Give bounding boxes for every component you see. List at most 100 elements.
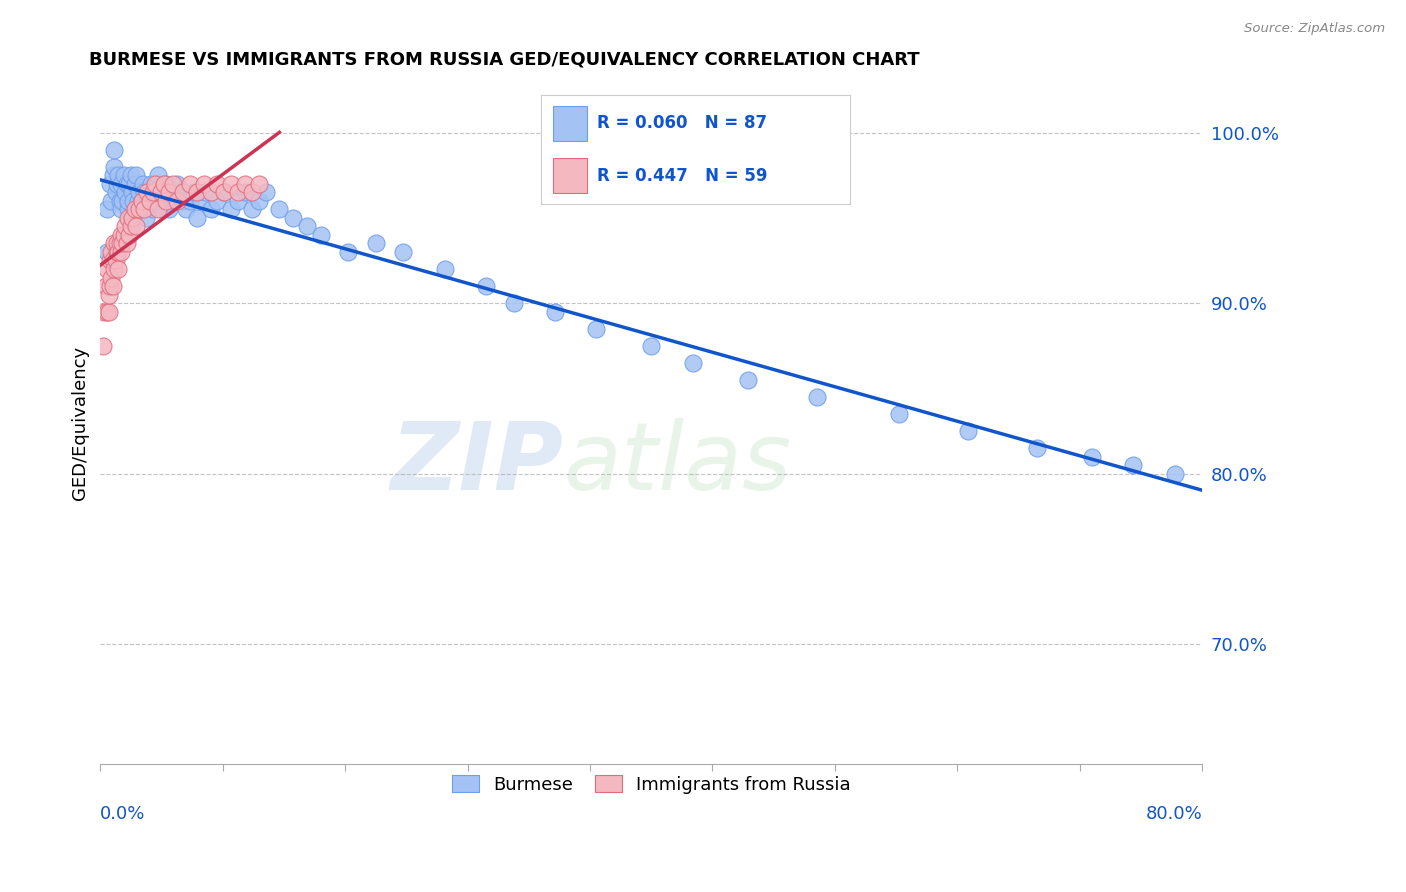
Point	[337, 244, 360, 259]
Point	[148, 202, 170, 217]
Point	[194, 186, 217, 200]
Point	[247, 177, 270, 191]
Point	[94, 279, 117, 293]
Point	[186, 211, 208, 225]
Point	[100, 270, 122, 285]
Point	[145, 194, 167, 208]
Point	[117, 211, 139, 225]
Point	[91, 339, 114, 353]
Point	[207, 177, 229, 191]
Point	[108, 194, 131, 208]
Point	[150, 202, 173, 217]
Point	[155, 177, 177, 191]
Point	[101, 279, 124, 293]
Point	[240, 186, 263, 200]
Point	[100, 194, 122, 208]
Text: 80.0%: 80.0%	[1146, 805, 1202, 823]
Point	[121, 186, 143, 200]
Point	[364, 236, 387, 251]
Point	[115, 236, 138, 251]
Point	[585, 322, 607, 336]
Legend: Burmese, Immigrants from Russia: Burmese, Immigrants from Russia	[443, 765, 860, 803]
Text: 0.0%: 0.0%	[100, 805, 146, 823]
Point	[134, 186, 156, 200]
Point	[283, 211, 305, 225]
Point	[134, 202, 156, 217]
Point	[97, 304, 120, 318]
Point	[142, 186, 165, 200]
Point	[502, 296, 524, 310]
Point	[1025, 441, 1047, 455]
Point	[1163, 467, 1185, 481]
Point	[152, 177, 174, 191]
Point	[157, 202, 180, 217]
Point	[131, 202, 153, 217]
Point	[110, 244, 132, 259]
Point	[172, 194, 194, 208]
Point	[114, 186, 136, 200]
Point	[179, 177, 201, 191]
Point	[107, 262, 129, 277]
Point	[118, 177, 141, 191]
Point	[139, 186, 162, 200]
Point	[121, 211, 143, 225]
Point	[104, 253, 127, 268]
Point	[100, 244, 122, 259]
Point	[142, 202, 165, 217]
Point	[128, 186, 150, 200]
Point	[124, 202, 146, 217]
Point	[163, 194, 186, 208]
Point	[233, 177, 256, 191]
Point	[157, 186, 180, 200]
Point	[125, 219, 148, 234]
Point	[105, 236, 128, 251]
Point	[110, 202, 132, 217]
Point	[124, 177, 146, 191]
Point	[110, 227, 132, 242]
Point	[101, 253, 124, 268]
Point	[214, 186, 236, 200]
Point	[96, 202, 118, 217]
Point	[120, 219, 142, 234]
Point	[128, 202, 150, 217]
Point	[100, 253, 122, 268]
Point	[737, 373, 759, 387]
Point	[132, 177, 155, 191]
Point	[219, 202, 242, 217]
Point	[957, 424, 980, 438]
Point	[97, 287, 120, 301]
Point	[107, 168, 129, 182]
Point	[166, 194, 188, 208]
Point	[96, 244, 118, 259]
Point	[131, 194, 153, 208]
Point	[309, 227, 332, 242]
Point	[475, 279, 498, 293]
Point	[111, 194, 134, 208]
Text: Source: ZipAtlas.com: Source: ZipAtlas.com	[1244, 22, 1385, 36]
Point	[112, 168, 135, 182]
Point	[112, 227, 135, 242]
Point	[183, 186, 205, 200]
Point	[105, 244, 128, 259]
Point	[193, 177, 215, 191]
Point	[103, 262, 125, 277]
Point	[110, 177, 132, 191]
Point	[139, 194, 162, 208]
Y-axis label: GED/Equivalency: GED/Equivalency	[72, 345, 89, 500]
Point	[214, 186, 236, 200]
Point	[117, 194, 139, 208]
Point	[160, 186, 183, 200]
Point	[226, 186, 249, 200]
Point	[179, 194, 201, 208]
Point	[93, 304, 115, 318]
Point	[233, 186, 256, 200]
Point	[162, 177, 184, 191]
Point	[115, 177, 138, 191]
Text: ZIP: ZIP	[391, 417, 564, 509]
Text: atlas: atlas	[564, 418, 792, 509]
Point	[138, 194, 160, 208]
Point	[107, 244, 129, 259]
Point	[682, 356, 704, 370]
Point	[141, 177, 163, 191]
Point	[186, 186, 208, 200]
